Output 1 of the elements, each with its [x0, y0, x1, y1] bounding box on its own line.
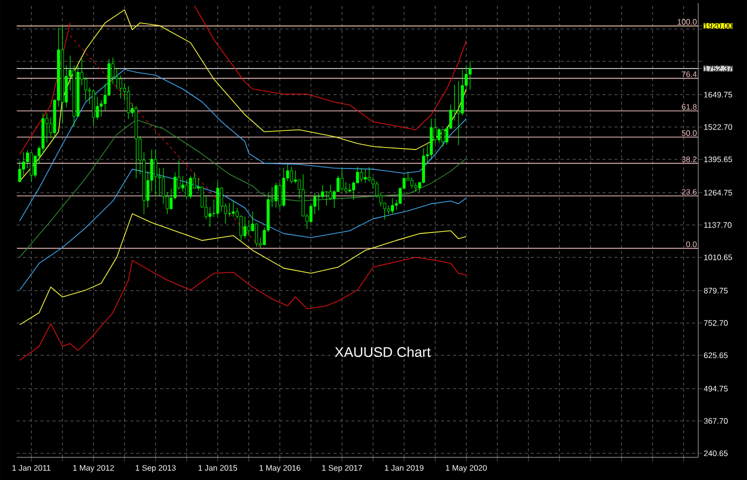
annotation: XAUUSD Chart: [334, 346, 431, 357]
